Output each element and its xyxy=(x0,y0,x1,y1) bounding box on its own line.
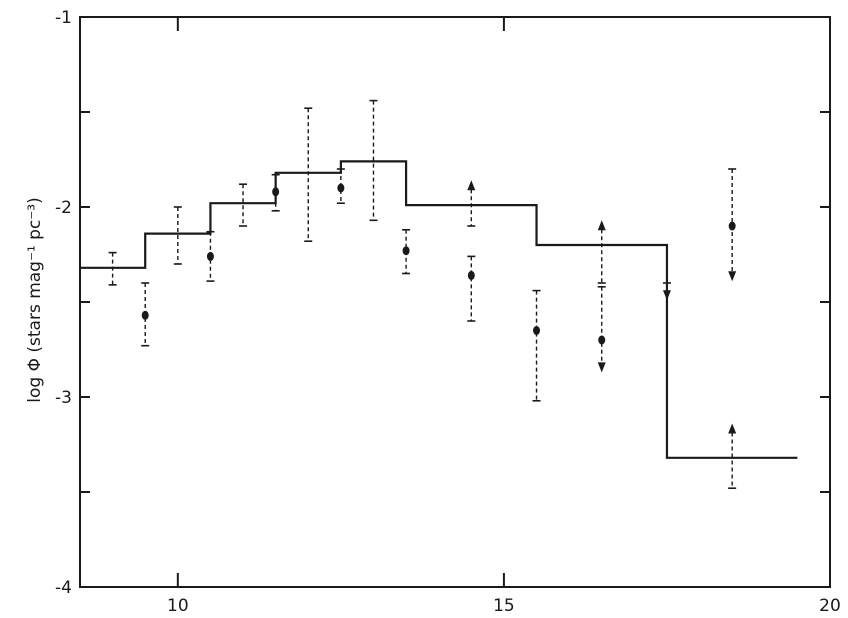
data-point xyxy=(598,335,606,345)
step-histogram xyxy=(80,160,798,459)
data-point xyxy=(533,326,541,335)
upper-limit-arrow xyxy=(662,290,671,301)
data-point xyxy=(272,187,280,197)
lower-limit-arrow xyxy=(597,220,606,231)
data-point xyxy=(728,221,736,231)
y-tick-label: -4 xyxy=(55,578,72,598)
upper-limit-arrow xyxy=(597,362,606,373)
y-tick-label: -3 xyxy=(55,388,72,408)
upper-limit-arrow xyxy=(728,271,737,282)
lower-limit-arrow xyxy=(467,180,476,191)
data-point xyxy=(206,251,214,261)
data-point xyxy=(141,310,149,320)
data-point xyxy=(402,246,410,256)
data-point xyxy=(467,270,475,280)
y-axis-label: log Φ (stars mag⁻¹ pc⁻³) xyxy=(25,197,45,402)
x-tick-label: 15 xyxy=(493,596,515,616)
data-point xyxy=(337,183,345,193)
x-tick-label: 10 xyxy=(167,596,189,616)
plot-frame xyxy=(79,16,831,588)
y-tick-label: -1 xyxy=(55,8,72,28)
y-tick-label: -2 xyxy=(55,198,72,218)
x-tick-label: 20 xyxy=(819,596,841,616)
lower-limit-arrow xyxy=(728,423,737,434)
